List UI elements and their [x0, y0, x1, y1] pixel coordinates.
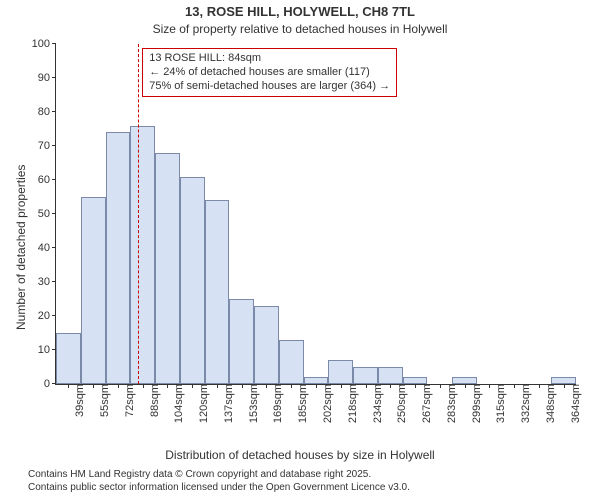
x-tick-mark — [291, 384, 292, 388]
footer-line-2: Contains public sector information licen… — [28, 482, 588, 495]
x-tick-mark — [514, 384, 515, 388]
footer-line-1: Contains HM Land Registry data © Crown c… — [28, 469, 588, 482]
callout-line: ← 24% of detached houses are smaller (11… — [149, 66, 390, 80]
x-tick-label: 332sqm — [518, 384, 532, 423]
x-tick-label: 267sqm — [419, 384, 433, 423]
histogram-bar — [180, 177, 205, 384]
x-tick-mark — [489, 384, 490, 388]
x-tick-label: 315sqm — [493, 384, 507, 423]
histogram-bar — [155, 153, 180, 384]
x-tick-label: 202sqm — [320, 384, 334, 423]
histogram-bar — [279, 340, 304, 384]
x-tick-mark — [465, 384, 466, 388]
x-tick-label: 55sqm — [97, 384, 111, 417]
y-tick-label: 60 — [38, 174, 56, 186]
histogram-bar — [378, 367, 403, 384]
histogram-bar — [328, 360, 353, 384]
callout-line: 75% of semi-detached houses are larger (… — [149, 80, 390, 94]
histogram-bar — [56, 333, 81, 384]
y-axis-label: Number of detached properties — [14, 165, 28, 330]
chart-subtitle: Size of property relative to detached ho… — [0, 22, 600, 36]
chart-footer: Contains HM Land Registry data © Crown c… — [28, 469, 588, 494]
x-tick-mark — [167, 384, 168, 388]
y-tick-label: 80 — [38, 106, 56, 118]
x-tick-label: 72sqm — [122, 384, 136, 417]
histogram-bar — [254, 306, 279, 384]
y-tick-label: 50 — [38, 208, 56, 220]
histogram-bar — [353, 367, 378, 384]
x-tick-mark — [242, 384, 243, 388]
x-tick-label: 218sqm — [345, 384, 359, 423]
y-tick-label: 40 — [38, 242, 56, 254]
y-tick-label: 70 — [38, 140, 56, 152]
y-tick-label: 100 — [32, 38, 56, 50]
callout-line: 13 ROSE HILL: 84sqm — [149, 52, 390, 66]
x-tick-mark — [143, 384, 144, 388]
x-tick-label: 104sqm — [171, 384, 185, 423]
reference-line — [138, 44, 139, 384]
x-tick-label: 250sqm — [394, 384, 408, 423]
x-tick-label: 364sqm — [568, 384, 582, 423]
histogram-bar — [130, 126, 155, 384]
x-tick-mark — [192, 384, 193, 388]
histogram-bar — [551, 377, 576, 384]
x-tick-label: 137sqm — [221, 384, 235, 423]
x-tick-mark — [217, 384, 218, 388]
x-tick-mark — [266, 384, 267, 388]
x-tick-label: 283sqm — [444, 384, 458, 423]
x-tick-label: 299sqm — [469, 384, 483, 423]
y-tick-label: 30 — [38, 276, 56, 288]
x-tick-mark — [68, 384, 69, 388]
x-tick-mark — [390, 384, 391, 388]
histogram-bar — [229, 299, 254, 384]
x-tick-label: 348sqm — [543, 384, 557, 423]
x-tick-mark — [118, 384, 119, 388]
x-tick-label: 153sqm — [246, 384, 260, 423]
x-axis-label: Distribution of detached houses by size … — [0, 448, 600, 462]
histogram-plot: 010203040506070809010039sqm55sqm72sqm88s… — [55, 44, 576, 385]
y-tick-label: 90 — [38, 72, 56, 84]
chart-title: 13, ROSE HILL, HOLYWELL, CH8 7TL — [0, 4, 600, 19]
x-tick-mark — [440, 384, 441, 388]
x-tick-mark — [366, 384, 367, 388]
x-tick-mark — [415, 384, 416, 388]
y-tick-label: 0 — [44, 378, 56, 390]
y-tick-label: 20 — [38, 310, 56, 322]
x-tick-mark — [316, 384, 317, 388]
histogram-bar — [452, 377, 477, 384]
y-tick-label: 10 — [38, 344, 56, 356]
histogram-bar — [81, 197, 106, 384]
histogram-bar — [403, 377, 428, 384]
x-tick-label: 169sqm — [270, 384, 284, 423]
histogram-bar — [106, 132, 131, 384]
x-tick-mark — [341, 384, 342, 388]
callout-box: 13 ROSE HILL: 84sqm← 24% of detached hou… — [142, 48, 397, 97]
x-tick-mark — [564, 384, 565, 388]
x-tick-label: 234sqm — [370, 384, 384, 423]
x-tick-label: 185sqm — [295, 384, 309, 423]
x-tick-mark — [539, 384, 540, 388]
x-tick-mark — [93, 384, 94, 388]
histogram-bar — [304, 377, 329, 384]
x-tick-label: 39sqm — [72, 384, 86, 417]
x-tick-label: 88sqm — [147, 384, 161, 417]
histogram-bar — [205, 200, 230, 384]
x-tick-label: 120sqm — [196, 384, 210, 423]
